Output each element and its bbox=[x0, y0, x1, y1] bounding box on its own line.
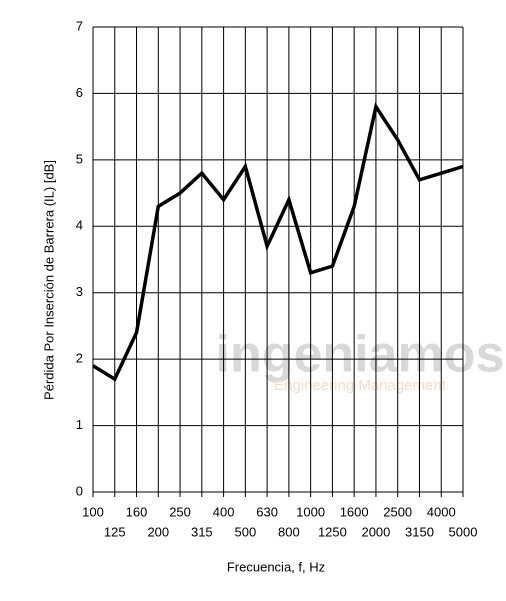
x-tick-label: 630 bbox=[256, 504, 278, 519]
x-tick-label: 250 bbox=[169, 504, 191, 519]
x-tick-label: 2500 bbox=[383, 504, 412, 519]
x-tick-label: 3150 bbox=[405, 524, 434, 539]
watermark-tagline: Engineering Management bbox=[274, 377, 447, 394]
x-tick-label: 1600 bbox=[340, 504, 369, 519]
x-tick-label: 315 bbox=[191, 524, 213, 539]
x-tick-label: 1250 bbox=[318, 524, 347, 539]
y-tick-label: 2 bbox=[76, 351, 83, 366]
y-tick-label: 3 bbox=[76, 284, 83, 299]
x-tick-label: 100 bbox=[82, 504, 104, 519]
x-tick-label: 125 bbox=[104, 524, 126, 539]
y-tick-label: 7 bbox=[76, 18, 83, 33]
x-tick-label: 2000 bbox=[361, 524, 390, 539]
x-tick-label: 800 bbox=[278, 524, 300, 539]
x-tick-label: 160 bbox=[126, 504, 148, 519]
y-tick-label: 6 bbox=[76, 85, 83, 100]
x-axis-label: Frecuencia, f, Hz bbox=[227, 559, 325, 574]
x-tick-label: 400 bbox=[213, 504, 235, 519]
data-line bbox=[92, 102, 464, 382]
x-tick-label: 500 bbox=[235, 524, 257, 539]
x-tick-label: 4000 bbox=[427, 504, 456, 519]
y-tick-label: 1 bbox=[76, 417, 83, 432]
watermark-name: ingeniamos bbox=[216, 326, 505, 384]
y-tick-label: 4 bbox=[76, 218, 83, 233]
x-tick-label: 200 bbox=[147, 524, 169, 539]
y-axis-label: Pérdida Por Inserción de Barrera (IL) [d… bbox=[41, 160, 56, 400]
y-tick-label: 5 bbox=[76, 151, 83, 166]
x-tick-label: 5000 bbox=[449, 524, 478, 539]
y-tick-label: 0 bbox=[76, 483, 83, 498]
x-tick-label: 1000 bbox=[296, 504, 325, 519]
